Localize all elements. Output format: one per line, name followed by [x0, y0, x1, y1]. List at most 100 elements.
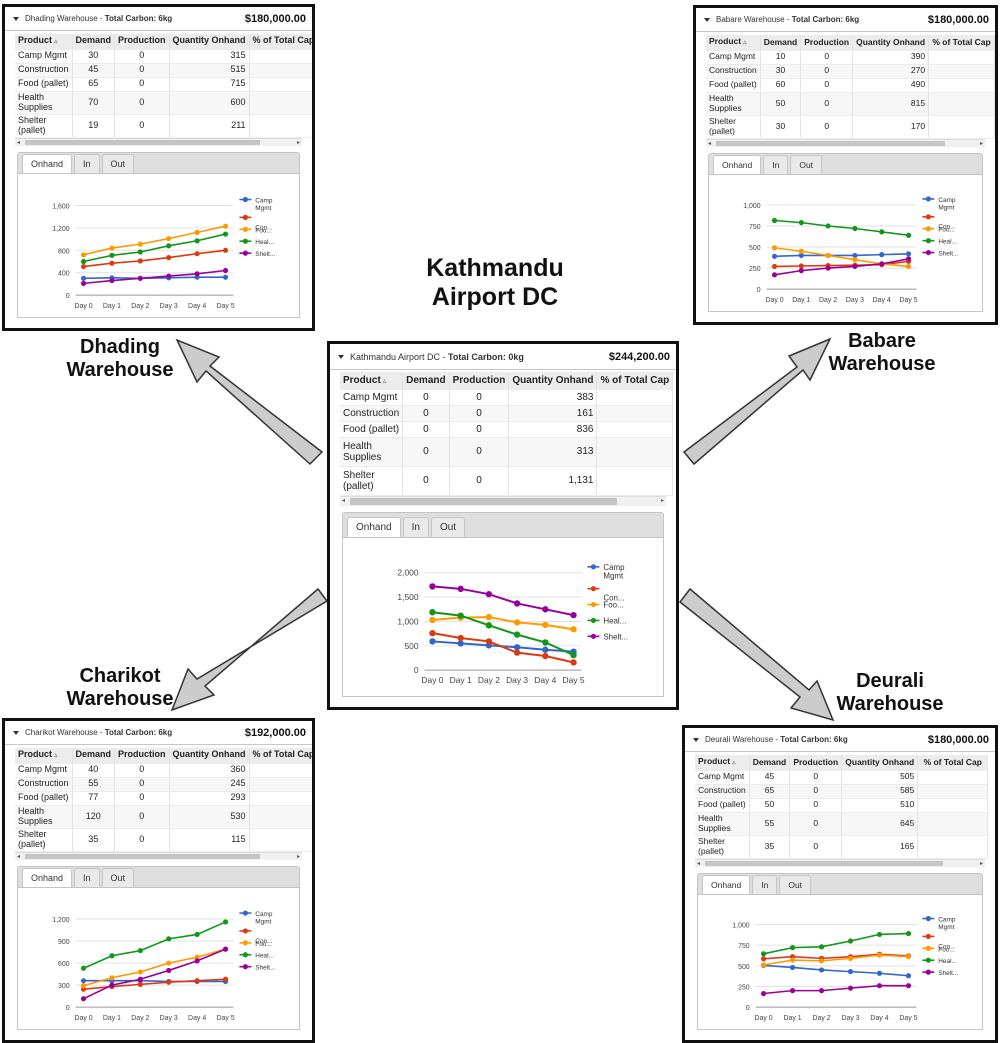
column-header[interactable]: % of Total Cap — [928, 35, 995, 51]
table-row[interactable]: Shelter (pallet) 19 0 211 — [15, 114, 312, 138]
tab-out[interactable]: Out — [101, 154, 135, 173]
data-point[interactable] — [905, 251, 912, 257]
collapse-caret-icon[interactable] — [338, 354, 344, 359]
scroll-thumb[interactable] — [25, 140, 260, 145]
table-row[interactable]: Construction 45 0 515 — [15, 63, 312, 78]
data-point[interactable] — [485, 638, 493, 645]
data-point[interactable] — [570, 659, 577, 666]
sort-icon[interactable]: ▵ — [382, 377, 387, 385]
table-row[interactable]: Camp Mgmt 10 0 390 — [706, 50, 995, 65]
data-point[interactable] — [166, 936, 172, 942]
data-point[interactable] — [222, 223, 229, 229]
data-point[interactable] — [80, 263, 87, 270]
data-point[interactable] — [457, 640, 464, 647]
legend-item[interactable]: Foo... — [239, 940, 272, 948]
data-point[interactable] — [137, 976, 143, 982]
scroll-right-icon[interactable]: ▸ — [296, 854, 300, 860]
data-point[interactable] — [513, 644, 521, 651]
data-point[interactable] — [137, 241, 143, 247]
data-point[interactable] — [166, 243, 172, 249]
collapse-caret-icon[interactable] — [13, 730, 19, 735]
table-row[interactable]: Camp Mgmt 45 0 505 — [695, 770, 989, 785]
data-point[interactable] — [222, 274, 229, 280]
data-point[interactable] — [789, 957, 796, 963]
column-header[interactable]: Product ▵ — [695, 755, 750, 771]
data-point[interactable] — [429, 583, 436, 590]
column-header[interactable]: Product ▵ — [340, 372, 404, 390]
data-point[interactable] — [542, 646, 549, 653]
data-point[interactable] — [137, 948, 143, 954]
column-header[interactable]: Product ▵ — [15, 748, 73, 764]
data-point[interactable] — [771, 253, 778, 259]
table-row[interactable]: Construction 0 0 161 — [340, 405, 674, 422]
data-point[interactable] — [80, 965, 87, 971]
data-point[interactable] — [457, 612, 464, 619]
legend-item[interactable]: Heal... — [922, 957, 957, 966]
data-point[interactable] — [905, 973, 912, 979]
data-point[interactable] — [166, 960, 172, 966]
column-header[interactable]: Production — [114, 748, 170, 764]
horizontal-scrollbar[interactable]: ◂ ▸ — [15, 138, 302, 146]
data-point[interactable] — [222, 946, 229, 952]
tab-in[interactable]: In — [752, 875, 778, 894]
data-point[interactable] — [194, 251, 200, 257]
data-point[interactable] — [798, 220, 804, 226]
sort-icon[interactable]: ▵ — [54, 38, 58, 46]
data-point[interactable] — [222, 231, 229, 237]
data-point[interactable] — [429, 616, 436, 624]
table-row[interactable]: Food (pallet) 60 0 490 — [706, 78, 995, 93]
data-point[interactable] — [109, 245, 115, 251]
table-row[interactable]: Shelter (pallet) 35 0 115 — [15, 828, 312, 852]
data-point[interactable] — [109, 277, 115, 284]
scroll-right-icon[interactable]: ▸ — [979, 141, 983, 147]
data-point[interactable] — [789, 964, 796, 971]
data-point[interactable] — [485, 591, 493, 598]
data-point[interactable] — [137, 969, 143, 975]
data-point[interactable] — [166, 255, 172, 261]
horizontal-scrollbar[interactable]: ◂ ▸ — [340, 496, 666, 506]
column-header[interactable]: Production — [449, 372, 510, 390]
data-point[interactable] — [570, 626, 577, 633]
tab-out[interactable]: Out — [779, 875, 812, 894]
data-point[interactable] — [847, 969, 854, 975]
legend-item[interactable]: Heal... — [587, 616, 626, 625]
data-point[interactable] — [222, 267, 229, 274]
column-header[interactable]: Quantity Onhand — [841, 755, 919, 771]
horizontal-scrollbar[interactable]: ◂ ▸ — [695, 859, 985, 867]
table-row[interactable]: Shelter (pallet) 0 0 1,131 — [340, 466, 674, 496]
table-row[interactable]: Food (pallet) 0 0 836 — [340, 421, 674, 438]
data-point[interactable] — [80, 258, 87, 265]
data-point[interactable] — [194, 978, 200, 984]
legend-item[interactable]: Shelt... — [239, 250, 276, 259]
tab-out[interactable]: Out — [790, 155, 823, 174]
data-point[interactable] — [789, 988, 796, 994]
data-point[interactable] — [760, 962, 767, 968]
scroll-thumb[interactable] — [350, 498, 617, 505]
scroll-right-icon[interactable]: ▸ — [979, 861, 983, 867]
column-header[interactable]: % of Total Cap — [596, 372, 674, 390]
legend-item[interactable]: Con... — [922, 933, 956, 950]
data-point[interactable] — [137, 275, 143, 281]
column-header[interactable]: Product ▵ — [706, 35, 761, 51]
tab-in[interactable]: In — [74, 868, 100, 887]
data-point[interactable] — [570, 651, 577, 659]
column-header[interactable]: Product ▵ — [15, 34, 73, 50]
data-point[interactable] — [109, 953, 115, 959]
data-point[interactable] — [825, 252, 831, 259]
data-point[interactable] — [137, 258, 143, 264]
data-point[interactable] — [222, 247, 229, 253]
legend-item[interactable]: Foo... — [587, 601, 624, 610]
data-point[interactable] — [222, 976, 229, 982]
legend-item[interactable]: Con... — [587, 586, 625, 603]
scroll-left-icon[interactable]: ◂ — [17, 140, 21, 146]
horizontal-scrollbar[interactable]: ◂ ▸ — [15, 852, 302, 860]
sort-icon[interactable]: ▵ — [54, 752, 58, 760]
data-point[interactable] — [137, 249, 143, 255]
legend-item[interactable]: Con... — [239, 214, 273, 231]
collapse-caret-icon[interactable] — [13, 16, 19, 21]
data-point[interactable] — [542, 621, 549, 629]
tab-onhand[interactable]: Onhand — [347, 517, 401, 537]
tab-in[interactable]: In — [74, 154, 100, 173]
